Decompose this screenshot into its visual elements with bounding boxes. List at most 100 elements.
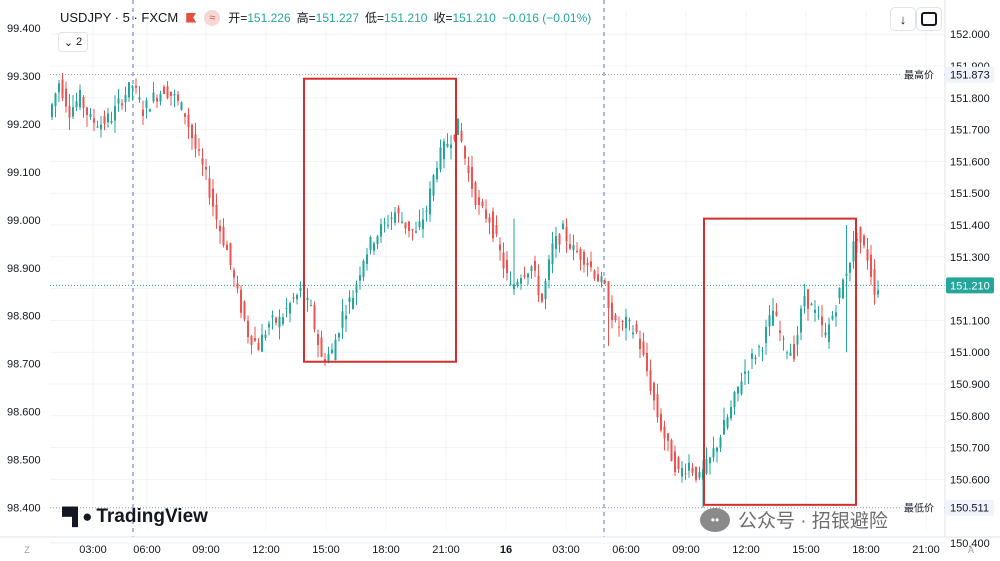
open-value: 151.226 — [247, 10, 291, 25]
candle-body — [394, 212, 396, 223]
candle-body — [761, 350, 764, 352]
time-axis-tick: 03:00 — [552, 544, 580, 556]
tradingview-logo[interactable]: ▀▌● TradingView — [62, 506, 208, 528]
candle-body — [635, 324, 638, 333]
left-axis-tick: 98.600 — [7, 407, 41, 419]
candle-body — [779, 330, 781, 333]
candle-body — [709, 457, 711, 464]
flag-icon[interactable] — [186, 12, 197, 23]
candle-body — [583, 251, 585, 265]
time-axis-tick: 12:00 — [252, 544, 280, 556]
candle-body — [82, 97, 85, 108]
candle-body — [495, 225, 498, 235]
candle-body — [481, 201, 484, 207]
candle-body — [226, 244, 228, 250]
candle-body — [173, 94, 176, 96]
candle-body — [194, 134, 197, 149]
candle-body — [509, 284, 512, 286]
price-marker-box — [946, 66, 994, 83]
candle-body — [362, 260, 365, 278]
candle-body — [530, 266, 533, 272]
candle-body — [187, 114, 190, 128]
candle-body — [341, 311, 344, 328]
right-axis-tick: 150.800 — [950, 411, 990, 423]
candle-body — [478, 197, 480, 205]
time-axis-tick: Z — [24, 545, 30, 555]
candle-body — [107, 113, 109, 123]
candle-body — [145, 100, 148, 108]
left-axis-tick: 98.500 — [7, 455, 41, 467]
candle-body — [422, 219, 424, 230]
candle-body — [765, 326, 767, 344]
candle-body — [415, 231, 417, 233]
right-axis-tick: 151.500 — [950, 188, 990, 200]
time-axis-tick: 16 — [500, 544, 512, 556]
candle-body — [674, 451, 676, 473]
candle-body — [296, 294, 298, 300]
time-axis-tick: A — [968, 545, 974, 555]
candle-body — [604, 280, 606, 283]
candle-body — [810, 303, 813, 306]
candle-body — [390, 217, 393, 219]
candle-body — [380, 224, 382, 237]
price-markers: 最高价 151.873 最低价 150.511 151.210 — [900, 66, 994, 516]
symbol-label[interactable]: USDJPY · 5 · FXCM — [60, 10, 179, 25]
candle-body — [866, 249, 869, 261]
right-axis-tick: 150.400 — [950, 538, 990, 550]
candle-body — [716, 447, 718, 452]
candle-body — [681, 467, 683, 477]
candle-body — [814, 309, 816, 313]
candle-body — [110, 121, 113, 123]
price-marker-value: 151.873 — [950, 70, 990, 82]
candle-body — [401, 221, 403, 223]
candle-body — [128, 82, 130, 98]
left-axis-tick: 98.700 — [7, 359, 41, 371]
candle-body — [100, 124, 102, 130]
compare-icon[interactable]: ≈ — [204, 9, 221, 26]
candle-body — [646, 352, 648, 372]
candle-body — [299, 287, 302, 291]
chevron-down-icon: ⌄ — [63, 36, 74, 49]
collapse-indicators-button[interactable]: ⌄ 2 — [58, 32, 88, 52]
candle-body — [726, 417, 729, 428]
close-label: 收= — [433, 11, 453, 25]
time-axis-tick: 06:00 — [133, 544, 161, 556]
left-axis: 99.400 99.300 99.200 99.100 99.000 98.900 98.8… — [7, 23, 41, 515]
time-axis-tick: 21:00 — [912, 544, 940, 556]
candle-body — [205, 167, 207, 170]
candle-body — [527, 273, 529, 278]
candle-body — [677, 457, 680, 469]
candle-body — [65, 88, 67, 107]
candle-body — [737, 386, 739, 394]
scroll-down-button[interactable]: ↓ — [890, 7, 916, 31]
candle-body — [75, 101, 78, 108]
candle-body — [649, 370, 652, 392]
candle-body — [807, 289, 809, 309]
right-axis-tick: 151.000 — [950, 347, 990, 359]
left-axis-tick: 98.400 — [7, 503, 41, 515]
candle-body — [285, 307, 288, 309]
candle-body — [712, 448, 715, 458]
candle-body — [310, 305, 312, 307]
watermark-text: 公众号 · 招银避险 — [738, 511, 888, 532]
candle-body — [376, 236, 379, 244]
time-axis-tick: 18:00 — [852, 544, 880, 556]
reference-lines — [50, 74, 945, 509]
candle-body — [212, 188, 214, 207]
candle-body — [278, 316, 281, 328]
candle-body — [565, 226, 568, 242]
candle-body — [383, 222, 386, 224]
candle-body — [775, 311, 778, 316]
candle-body — [96, 126, 99, 128]
candle-body — [257, 343, 260, 351]
candle-body — [474, 182, 477, 206]
candle-body — [313, 304, 316, 330]
candle-body — [723, 419, 725, 435]
candle-body — [282, 317, 284, 324]
candle-body — [667, 433, 669, 441]
fullscreen-button[interactable] — [916, 7, 942, 31]
candle-body — [86, 107, 88, 116]
candle-body — [124, 95, 127, 103]
candle-body — [292, 297, 295, 299]
